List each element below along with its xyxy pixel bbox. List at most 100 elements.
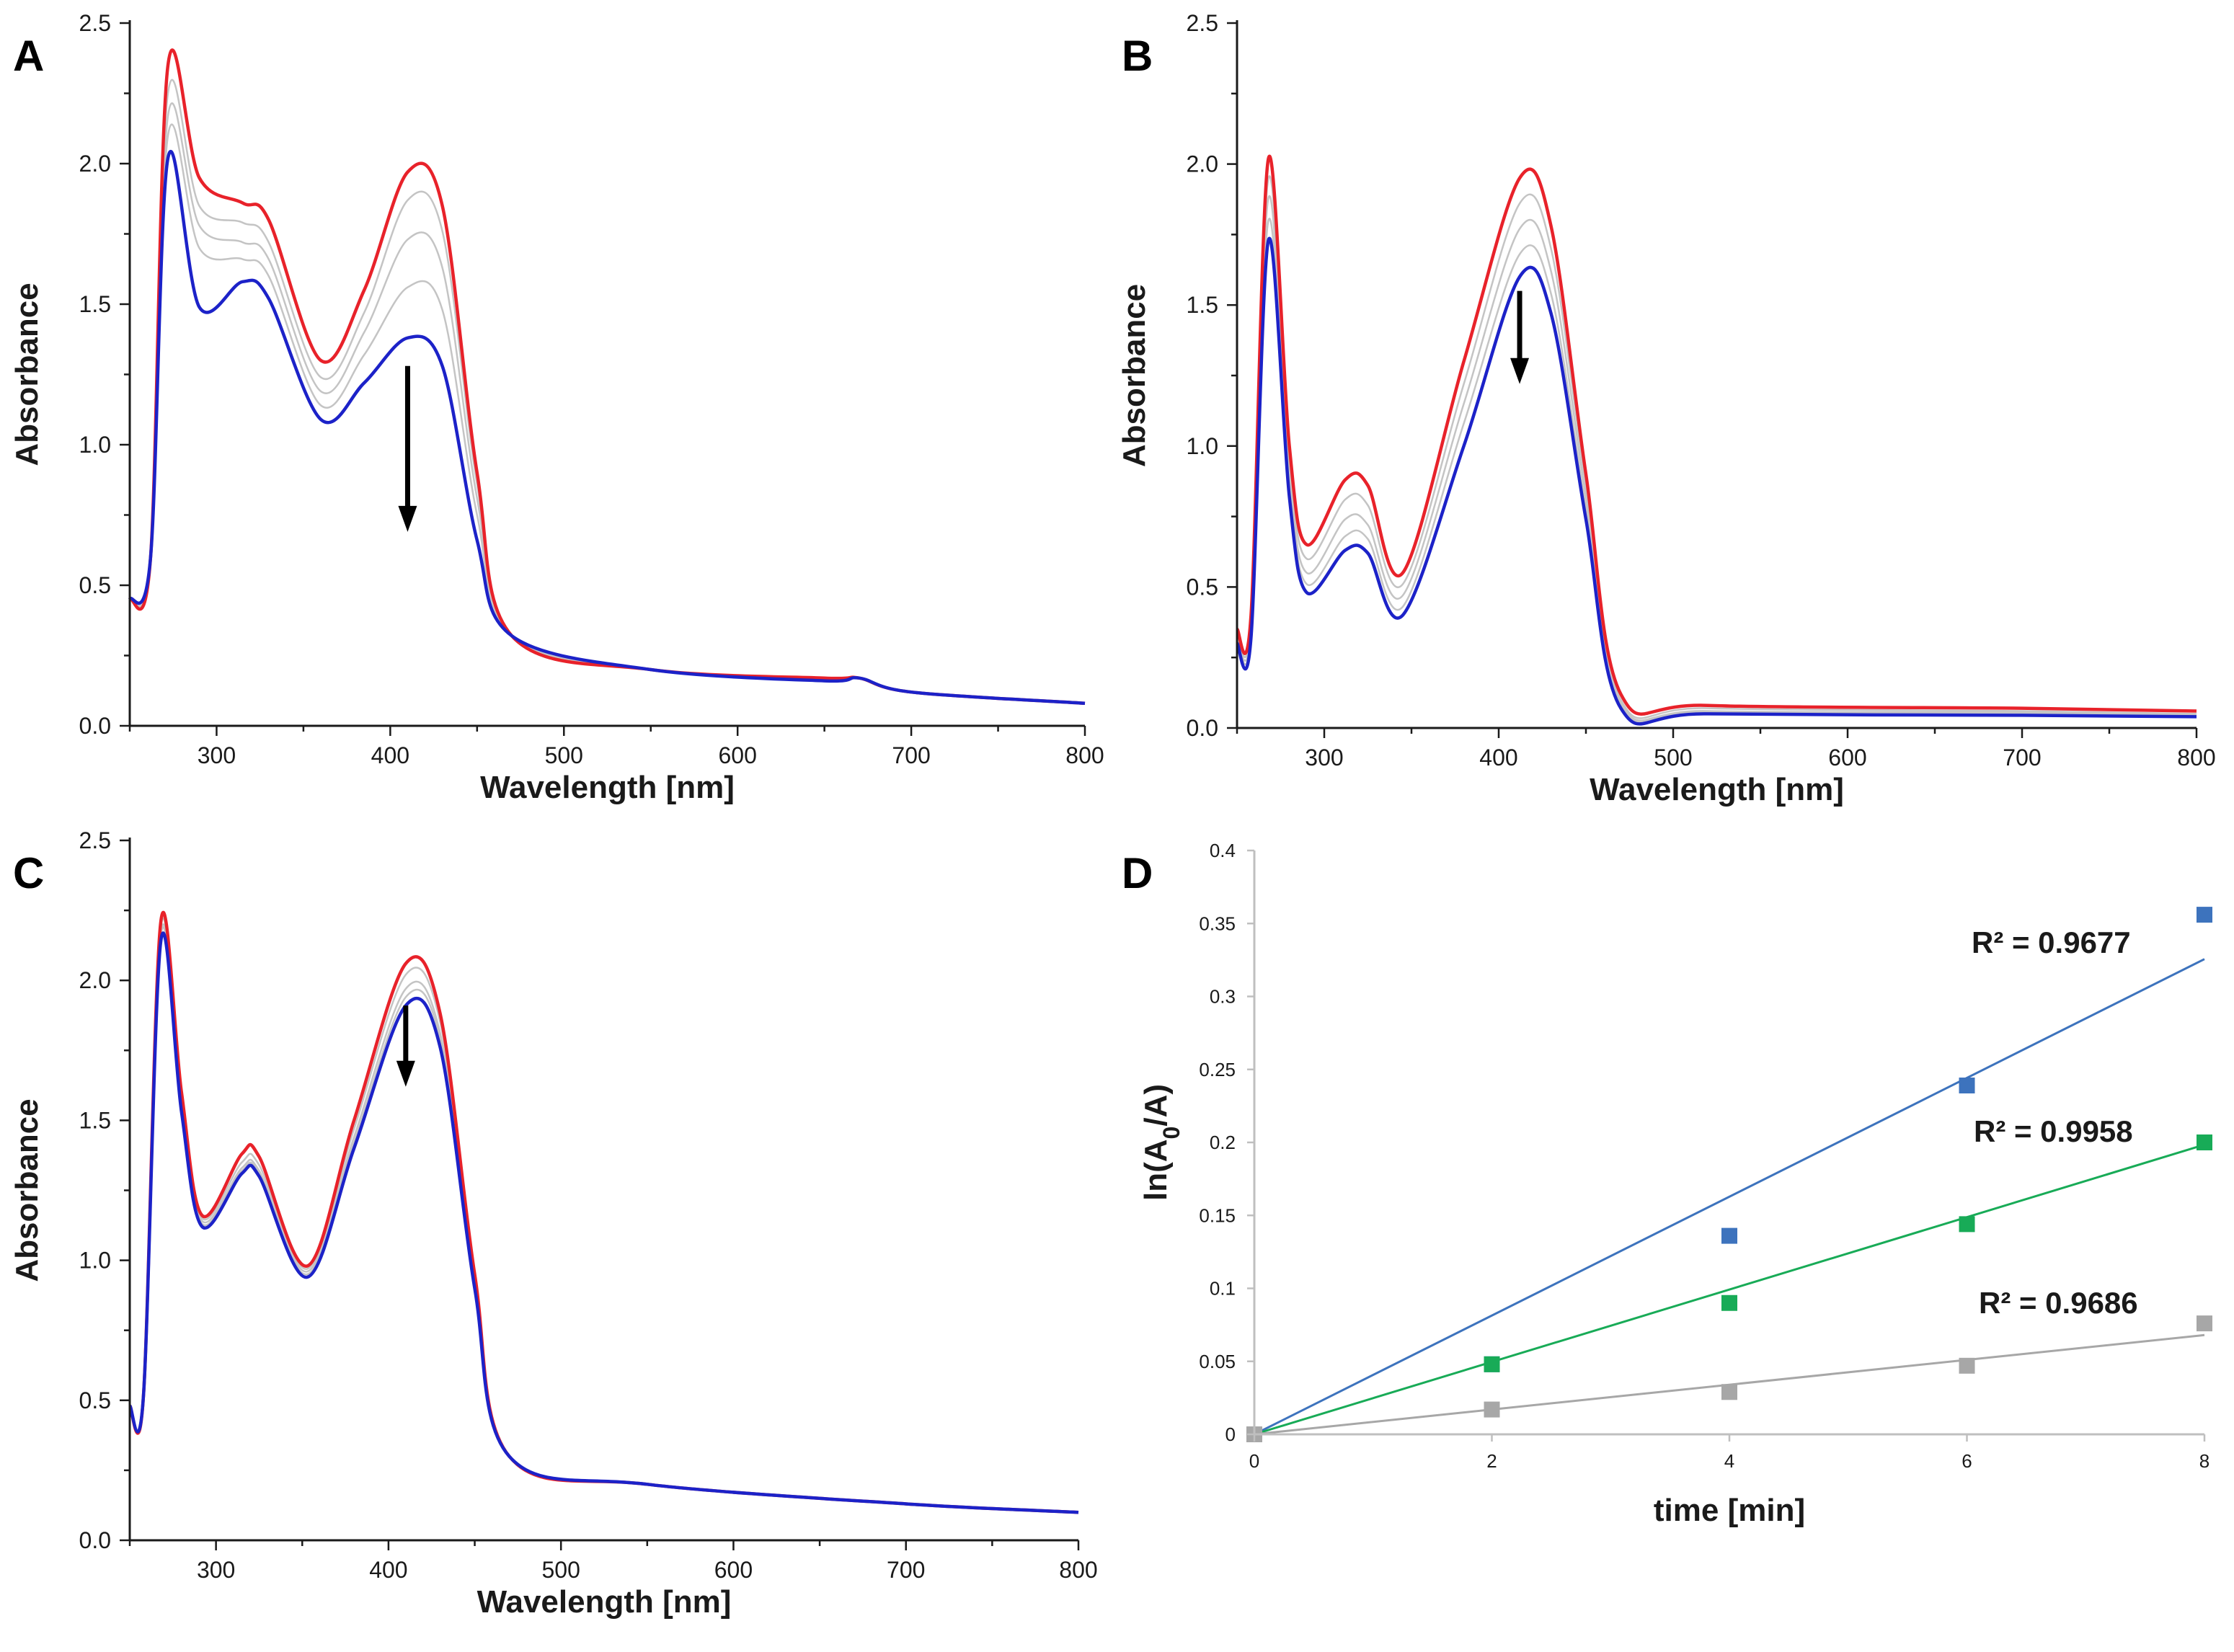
panel-label-a: A [13, 32, 44, 80]
x-tick-label: 500 [541, 1557, 580, 1583]
y-tick-label: 2.0 [1187, 151, 1218, 177]
y-tick-label: 0.25 [1199, 1059, 1236, 1080]
y-tick-label: 1.0 [79, 1248, 111, 1274]
spectrum-line-4-min [128, 923, 1079, 1514]
r2-label-green: R² = 0.9958 [1974, 1114, 2133, 1148]
panel-label-b: B [1122, 32, 1153, 80]
x-tick-label: 700 [2003, 745, 2041, 771]
spectrum-line-6-min [128, 123, 1086, 705]
y-tick-label: 1.0 [79, 432, 111, 458]
x-tick-labels: 0 2 4 6 8 [1249, 1450, 2209, 1472]
fit-line-B [1254, 1143, 2205, 1436]
y-tick-labels: 0.0 0.5 1.0 1.5 2.0 2.5 [79, 827, 111, 1553]
arrow-head [1510, 358, 1530, 384]
decrease-arrow [396, 1005, 415, 1087]
y-tick-label: 0.4 [1210, 840, 1236, 861]
y-axis-label: Absorbance [9, 283, 45, 466]
y-tick-label: 0.0 [79, 713, 111, 739]
x-axis-label: Wavelength [nm] [480, 770, 735, 805]
spectrum-line-2-min [1236, 175, 2197, 719]
x-tick-label: 800 [1059, 1557, 1097, 1583]
x-tick-label: 300 [1305, 745, 1343, 771]
y-tick-label: 2.0 [79, 967, 111, 993]
r2-label-blue: R² = 0.9677 [1972, 925, 2131, 959]
y-tick-label: 0.5 [79, 572, 111, 598]
y-axis-label: Absorbance [9, 1098, 45, 1282]
y-tick-label: 0 [1225, 1424, 1236, 1445]
y-tick-label: 0.0 [1187, 715, 1218, 741]
y-tick-label: 0.2 [1210, 1132, 1236, 1153]
x-tick-label: 500 [1654, 745, 1692, 771]
data-point-B [1721, 1294, 1737, 1311]
y-tick-label: 2.0 [79, 151, 111, 177]
x-tick-labels: 300 400 500 600 700 800 [1305, 745, 2215, 771]
data-point-B [2197, 1134, 2212, 1150]
y-axis-label-suffix: /A) [1138, 1084, 1174, 1127]
data-point-A [1721, 1227, 1737, 1244]
axes [120, 838, 1080, 1550]
x-tick-label: 500 [545, 742, 583, 768]
y-tick-label: 0.0 [79, 1527, 111, 1553]
data-point-A [2197, 907, 2212, 923]
y-tick-label: 0.1 [1210, 1278, 1236, 1300]
x-tick-label: 4 [1724, 1450, 1734, 1472]
x-axis-label: time [min] [1654, 1493, 1805, 1528]
y-tick-label: 2.5 [1187, 10, 1218, 36]
y-tick-label: 1.5 [79, 291, 111, 317]
panel-a-spectrum: A 0.0 0.5 1.0 1.5 2.0 2.5 300 400 500 60… [9, 10, 1104, 805]
decrease-arrow [1510, 290, 1530, 384]
spectrum-lines [128, 48, 1086, 706]
y-axis-label-prefix: ln(A [1138, 1139, 1174, 1201]
x-tick-label: 600 [714, 1557, 753, 1583]
y-tick-labels: 0.0 0.5 1.0 1.5 2.0 2.5 [79, 10, 111, 739]
x-tick-label: 8 [2199, 1450, 2209, 1472]
spectrum-line-0-min [128, 48, 1086, 706]
x-tick-label: 600 [718, 742, 756, 768]
x-tick-labels: 300 400 500 600 700 800 [198, 742, 1104, 768]
spectrum-line-8-min [1235, 236, 2197, 726]
x-tick-label: 400 [371, 742, 409, 768]
data-point-C [1484, 1401, 1500, 1418]
arrow-head [396, 1060, 415, 1087]
panel-c-spectrum: C 0.0 0.5 1.0 1.5 2.0 2.5 300 400 500 60… [9, 827, 1098, 1620]
x-tick-label: 300 [197, 1557, 235, 1583]
data-point-B [1484, 1356, 1500, 1372]
spectrum-lines [1235, 154, 2197, 726]
y-tick-label: 0.05 [1199, 1351, 1236, 1372]
y-tick-label: 0.5 [79, 1387, 111, 1413]
y-axis-label: ln(A0/A) [1138, 1084, 1184, 1201]
x-tick-label: 400 [369, 1557, 407, 1583]
data-point-C [1721, 1384, 1737, 1400]
x-tick-labels: 300 400 500 600 700 800 [197, 1557, 1098, 1583]
panel-label-c: C [13, 849, 44, 897]
spectrum-line-2-min [128, 79, 1086, 705]
x-tick-label: 800 [1065, 742, 1104, 768]
data-point-A [1959, 1078, 1975, 1094]
x-tick-label: 2 [1486, 1450, 1497, 1472]
x-tick-label: 0 [1249, 1450, 1259, 1472]
y-tick-label: 0.5 [1187, 574, 1218, 600]
y-tick-label: 0.35 [1199, 912, 1236, 934]
spectrum-line-8-min [128, 149, 1086, 706]
y-tick-label: 2.5 [79, 827, 111, 853]
y-tick-label: 1.5 [1187, 292, 1218, 318]
x-tick-label: 700 [892, 742, 930, 768]
x-tick-label: 800 [2177, 745, 2215, 771]
axes [1227, 20, 2198, 738]
r-squared-labels: R² = 0.9677 R² = 0.9958 R² = 0.9686 [1972, 925, 2138, 1320]
x-tick-label: 6 [1962, 1450, 1972, 1472]
y-axis-label-subscript: 0 [1158, 1127, 1184, 1140]
x-axis-label: Wavelength [nm] [1590, 772, 1844, 807]
data-point-C [2197, 1315, 2212, 1332]
y-tick-labels: 0.0 0.5 1.0 1.5 2.0 2.5 [1187, 10, 1218, 741]
axes [120, 20, 1086, 736]
x-tick-label: 700 [887, 1557, 925, 1583]
spectrum-line-0-min [1235, 154, 2197, 716]
arrow-head [398, 505, 417, 532]
data-point-B [1959, 1216, 1975, 1233]
data-points [1246, 907, 2212, 1442]
spectrum-line-6-min [128, 926, 1079, 1514]
data-point-C [1959, 1357, 1975, 1374]
fit-line-A [1254, 958, 2205, 1436]
